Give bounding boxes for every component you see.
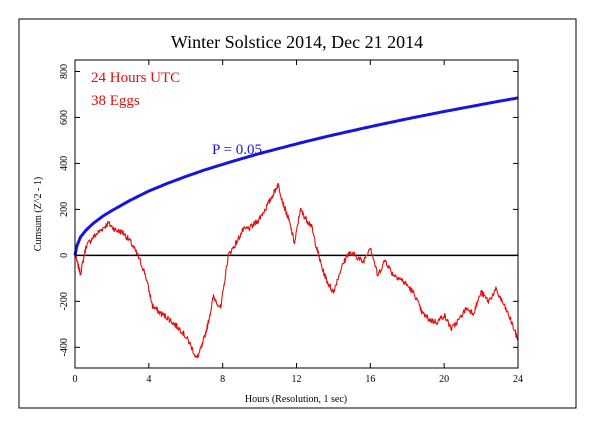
x-tick-label: 16 xyxy=(365,374,375,385)
y-tick-label: 0 xyxy=(59,253,70,258)
y-tick-label: -400 xyxy=(59,338,70,356)
y-tick-label: 200 xyxy=(59,202,70,217)
x-tick-label: 20 xyxy=(439,374,449,385)
y-tick-label: 800 xyxy=(59,64,70,79)
cumsum-line xyxy=(74,182,519,359)
y-tick-label: 400 xyxy=(59,156,70,171)
chart-title: Winter Solstice 2014, Dec 21 2014 xyxy=(171,32,423,52)
x-tick-label: 12 xyxy=(292,374,302,385)
x-axis-label: Hours (Resolution, 1 sec) xyxy=(245,394,347,405)
x-tick-label: 0 xyxy=(73,374,78,385)
x-tick-label: 24 xyxy=(513,374,523,385)
outer-border xyxy=(18,18,577,409)
p-envelope-line xyxy=(73,96,519,256)
p-value-label: P = 0.05 xyxy=(212,142,262,158)
annotation-eggs: 38 Eggs xyxy=(91,93,140,109)
x-tick-label: 8 xyxy=(220,374,225,385)
x-tick-label: 4 xyxy=(146,374,151,385)
y-axis: -400 -200 0 200 400 600 800 xyxy=(59,64,518,356)
plot-area xyxy=(73,96,519,359)
x-axis: 0 4 8 12 16 20 24 xyxy=(73,60,523,385)
y-tick-label: -200 xyxy=(59,292,70,310)
annotation-hours: 24 Hours UTC xyxy=(91,70,180,86)
y-axis-label: Cumsum (Z^2 - 1) xyxy=(33,177,44,251)
y-tick-label: 600 xyxy=(59,110,70,125)
